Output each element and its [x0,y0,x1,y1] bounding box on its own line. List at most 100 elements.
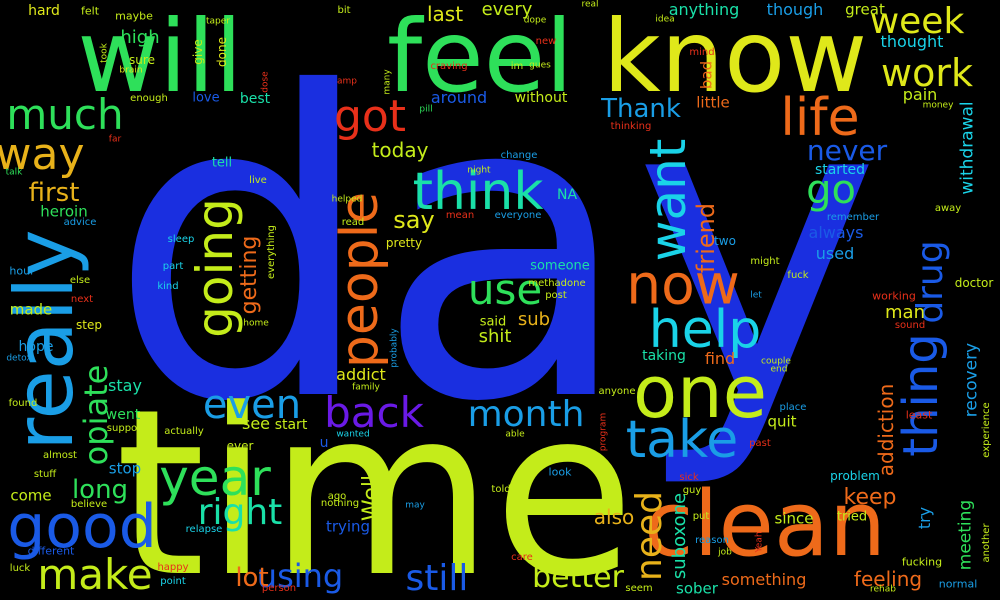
word-help: help [648,300,762,360]
word-fucking: fucking [901,555,943,569]
word-stop: stop [108,459,142,478]
word-dope: dope [523,15,547,26]
word-better: better [532,560,624,595]
word-na: NA [556,187,578,203]
word-give: give [191,39,205,65]
word-want: want [639,138,697,262]
word-taper: taper [206,16,230,27]
word-far: far [108,134,122,145]
word-stay: stay [108,376,142,395]
word-craving: craving [430,61,468,72]
word-feel: feel [386,0,574,115]
word-wanted: wanted [336,429,370,440]
word-hour: hour [9,264,35,278]
word-enough: enough [130,93,168,104]
word-least: least [905,408,933,422]
word-also: also [593,505,635,529]
word-month: month [467,394,585,435]
word-u: u [319,435,329,451]
word-took: took [99,43,110,63]
word-thing: thing [893,333,949,457]
word-mean: mean [445,210,475,221]
word-man: man [885,302,925,323]
word-quit: quit [767,412,797,431]
word-experience: experience [981,402,992,458]
word-couple: couple [761,356,791,367]
word-find: find [704,349,736,368]
word-used: used [815,244,855,263]
word-tell: tell [211,155,233,171]
word-done: done [215,37,229,67]
word-kind: kind [157,281,179,292]
word-change: change [500,150,538,161]
word-see: see [241,414,271,433]
word-told: told [491,484,511,495]
word-doctor: doctor [954,276,994,290]
word-little: little [696,93,730,112]
word-place: place [779,402,807,413]
word-went: went [105,407,141,423]
word-remember: remember [826,212,880,223]
word-program: program [598,412,609,452]
word-mind: mind [689,47,715,58]
word-think: think [412,162,544,222]
word-felt: felt [80,4,100,18]
word-everything: everything [266,225,277,279]
word-away: away [934,203,962,214]
word-hope: hope [18,339,54,355]
word-thinking: thinking [610,121,652,132]
word-withdrawal: withdrawal [957,101,978,195]
word-week: week [869,1,965,42]
word-ever: ever [226,439,254,453]
word-great: great [845,0,885,19]
word-love: love [192,90,220,106]
word-put: put [692,511,710,522]
word-though: though [766,0,824,19]
word-next: next [70,294,94,305]
word-addiction: addiction [874,383,898,477]
word-come: come [10,486,52,505]
word-long: long [71,475,129,505]
word-recovery: recovery [961,342,982,418]
word-now: now [626,252,740,317]
word-care: care [511,552,533,563]
word-right: right [197,492,283,533]
word-without: without [514,90,568,106]
word-working: working [872,289,916,303]
word-still: still [405,558,469,599]
word-best: best [239,91,271,107]
word-addict: addict [336,365,386,384]
word-part: part [162,261,184,272]
word-hard: hard [28,3,60,19]
word-use: use [467,265,543,314]
word-everyone: everyone [494,210,542,221]
word-sure: sure [129,53,155,67]
word-dose: dose [260,71,271,93]
word-shit: shit [478,326,512,347]
word-someone: someone [530,258,590,274]
word-found: found [8,398,38,409]
word-heroin: heroin [40,202,88,221]
word-taking: taking [642,348,686,364]
word-problem: problem [830,469,880,483]
word-sound: sound [894,320,926,331]
word-methadone: methadone [528,278,586,289]
word-let: let [750,290,762,301]
word-may: may [405,500,425,511]
word-detox: detox [6,353,32,364]
word-using: using [256,557,344,595]
word-sub: sub [517,309,551,330]
word-made: made [9,300,53,319]
word-feeling: feeling [853,567,923,591]
word-maybe: maybe [115,9,153,23]
word-idea: idea [655,14,675,25]
word-year: year [159,449,271,507]
word-nothing: nothing [320,498,360,509]
word-different: different [27,544,75,558]
word-trying: trying [325,517,371,536]
word-else: else [69,275,91,286]
word-reason: reason [695,535,729,546]
word-fuck: fuck [787,270,809,281]
word-guy: guy [682,485,702,496]
